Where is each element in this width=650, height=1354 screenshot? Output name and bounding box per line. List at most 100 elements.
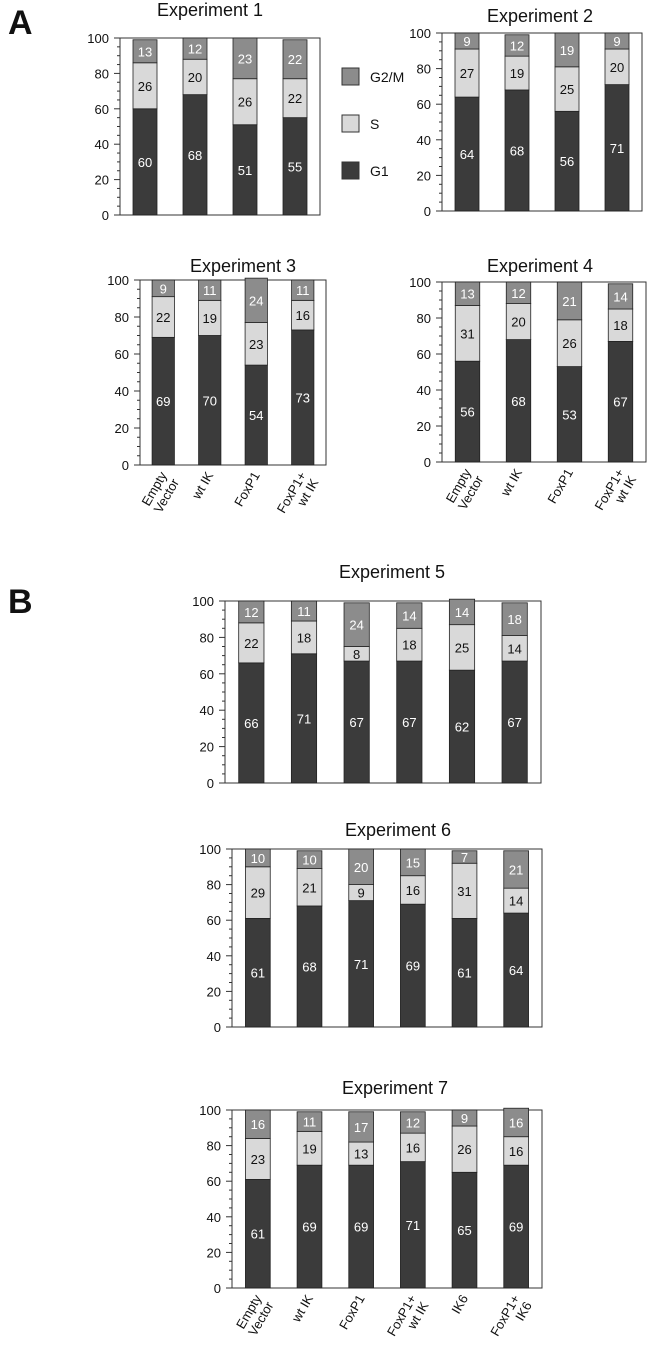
data-label-s: 25: [560, 82, 574, 97]
category-label: IK6: [448, 1292, 471, 1316]
bar-g2m-5: [451, 850, 478, 864]
data-label-g2m: 11: [297, 604, 311, 619]
bar-s-6: [501, 635, 528, 662]
data-label-g1: 61: [251, 966, 265, 981]
data-label-s: 16: [406, 883, 420, 898]
data-label-g2m: 23: [238, 51, 252, 66]
chart-3: Experiment 3 0 20 40 60 80 100 69 22 9 EmptyVector…: [107, 256, 327, 523]
category-label: wt IK: [497, 466, 525, 500]
y-tick-label: 60: [417, 347, 431, 362]
y-tick-label: 20: [417, 168, 431, 183]
plot-frame: [231, 1109, 543, 1289]
category-label: FoxP1+wt IK: [592, 466, 640, 520]
y-tick-label: 0: [424, 204, 431, 219]
bar-s-4: [396, 627, 423, 662]
data-label-s: 13: [354, 1147, 368, 1162]
y-tick-label: 20: [95, 173, 109, 188]
bar-s-3: [556, 319, 583, 367]
bar-g2m-3: [556, 281, 583, 321]
data-label-g1: 67: [402, 715, 416, 730]
legend-swatch-s: [341, 114, 360, 133]
legend-label-g2m: G2/M: [370, 69, 404, 85]
data-label-g2m: 12: [188, 42, 202, 57]
bar-s-3: [554, 66, 580, 112]
data-label-g1: 56: [460, 405, 474, 420]
chart-title: Experiment 2: [487, 6, 593, 26]
category-label: FoxP1+wt IK: [274, 469, 322, 523]
data-label-g2m: 11: [303, 1115, 317, 1130]
y-tick-label: 100: [107, 273, 129, 288]
data-label-g2m: 15: [406, 855, 420, 870]
category-label: FoxP1: [231, 469, 263, 509]
data-label-g1: 61: [251, 1227, 265, 1242]
data-label-g1: 71: [406, 1218, 420, 1233]
data-label-g2m: 10: [302, 853, 316, 868]
y-tick-label: 80: [200, 630, 214, 645]
data-label-s: 19: [510, 66, 524, 81]
data-label-g1: 68: [511, 394, 525, 409]
y-tick-label: 40: [417, 133, 431, 148]
y-tick-label: 100: [192, 594, 214, 609]
y-tick-label: 100: [409, 275, 431, 290]
chart-4: Experiment 4 0 20 40 60 80 100 56 31 13 EmptyVecto…: [409, 256, 647, 520]
bar-s-6: [503, 1136, 529, 1166]
bar-g2m-6: [503, 1107, 529, 1138]
bar-g1-2: [296, 905, 323, 1028]
bar-g1-6: [501, 660, 528, 784]
data-label-s: 14: [507, 641, 521, 656]
y-tick-label: 20: [115, 421, 129, 436]
bar-s-2: [296, 1130, 323, 1166]
data-label-g1: 71: [297, 711, 311, 726]
data-label-g1: 70: [203, 393, 217, 408]
bar-s-1: [454, 304, 481, 362]
data-label-g2m: 11: [296, 283, 310, 298]
data-label-s: 16: [509, 1144, 523, 1159]
y-tick-label: 100: [87, 31, 109, 46]
data-label-g1: 69: [509, 1220, 523, 1235]
bar-s-5: [451, 1125, 478, 1173]
data-label-g2m: 9: [613, 34, 620, 49]
bar-g2m-2: [290, 600, 318, 622]
bar-g2m-2: [296, 1111, 323, 1132]
bar-g1-1: [245, 1179, 271, 1289]
data-label-g2m: 9: [463, 34, 470, 49]
chart-7: Experiment 7 0 20 40 60 80 100 61 23 16 EmptyVecto…: [199, 1078, 543, 1339]
data-label-g1: 65: [457, 1223, 471, 1238]
bar-g1-3: [348, 1164, 374, 1289]
bar-s-2: [290, 620, 318, 655]
data-label-g2m: 12: [244, 605, 258, 620]
data-label-g1: 64: [509, 963, 523, 978]
bar-g2m-4: [282, 39, 308, 80]
bar-g2m-1: [245, 848, 271, 868]
bar-g2m-2: [182, 37, 208, 60]
data-label-g2m: 18: [507, 612, 521, 627]
charts-layer: Experiment 10204060801006026136820125126…: [87, 0, 647, 1339]
bar-s-2: [296, 868, 323, 907]
data-label-s: 18: [613, 318, 627, 333]
data-label-g2m: 12: [510, 38, 524, 53]
data-label-s: 22: [156, 310, 170, 325]
y-tick-label: 80: [417, 311, 431, 326]
data-label-g1: 73: [296, 390, 310, 405]
bar-g1-1: [238, 662, 265, 784]
data-label-g1: 62: [455, 720, 469, 735]
panel-label-a: A: [8, 4, 33, 42]
data-label-g1: 61: [457, 966, 471, 981]
chart-title: Experiment 6: [345, 820, 451, 840]
y-tick-label: 80: [417, 62, 431, 77]
data-label-s: 22: [244, 636, 258, 651]
data-label-g2m: 13: [460, 287, 474, 302]
y-tick-label: 20: [200, 740, 214, 755]
y-tick-label: 40: [200, 703, 214, 718]
chart-title: Experiment 3: [190, 256, 296, 276]
bar-g2m-5: [448, 598, 476, 626]
data-label-s: 21: [302, 880, 316, 895]
bar-g1-2: [290, 653, 318, 784]
bar-g2m-4: [400, 848, 426, 877]
chart-2: Experiment 2 0 20 40 60 80 100 64 27 9 68 19 12 56 25 1…: [409, 6, 643, 219]
legend: G2/M S G1: [341, 67, 404, 180]
bar-g2m-2: [504, 34, 530, 57]
data-label-s: 20: [610, 60, 624, 75]
category-label: wt IK: [188, 469, 216, 503]
y-tick-label: 0: [207, 776, 214, 791]
